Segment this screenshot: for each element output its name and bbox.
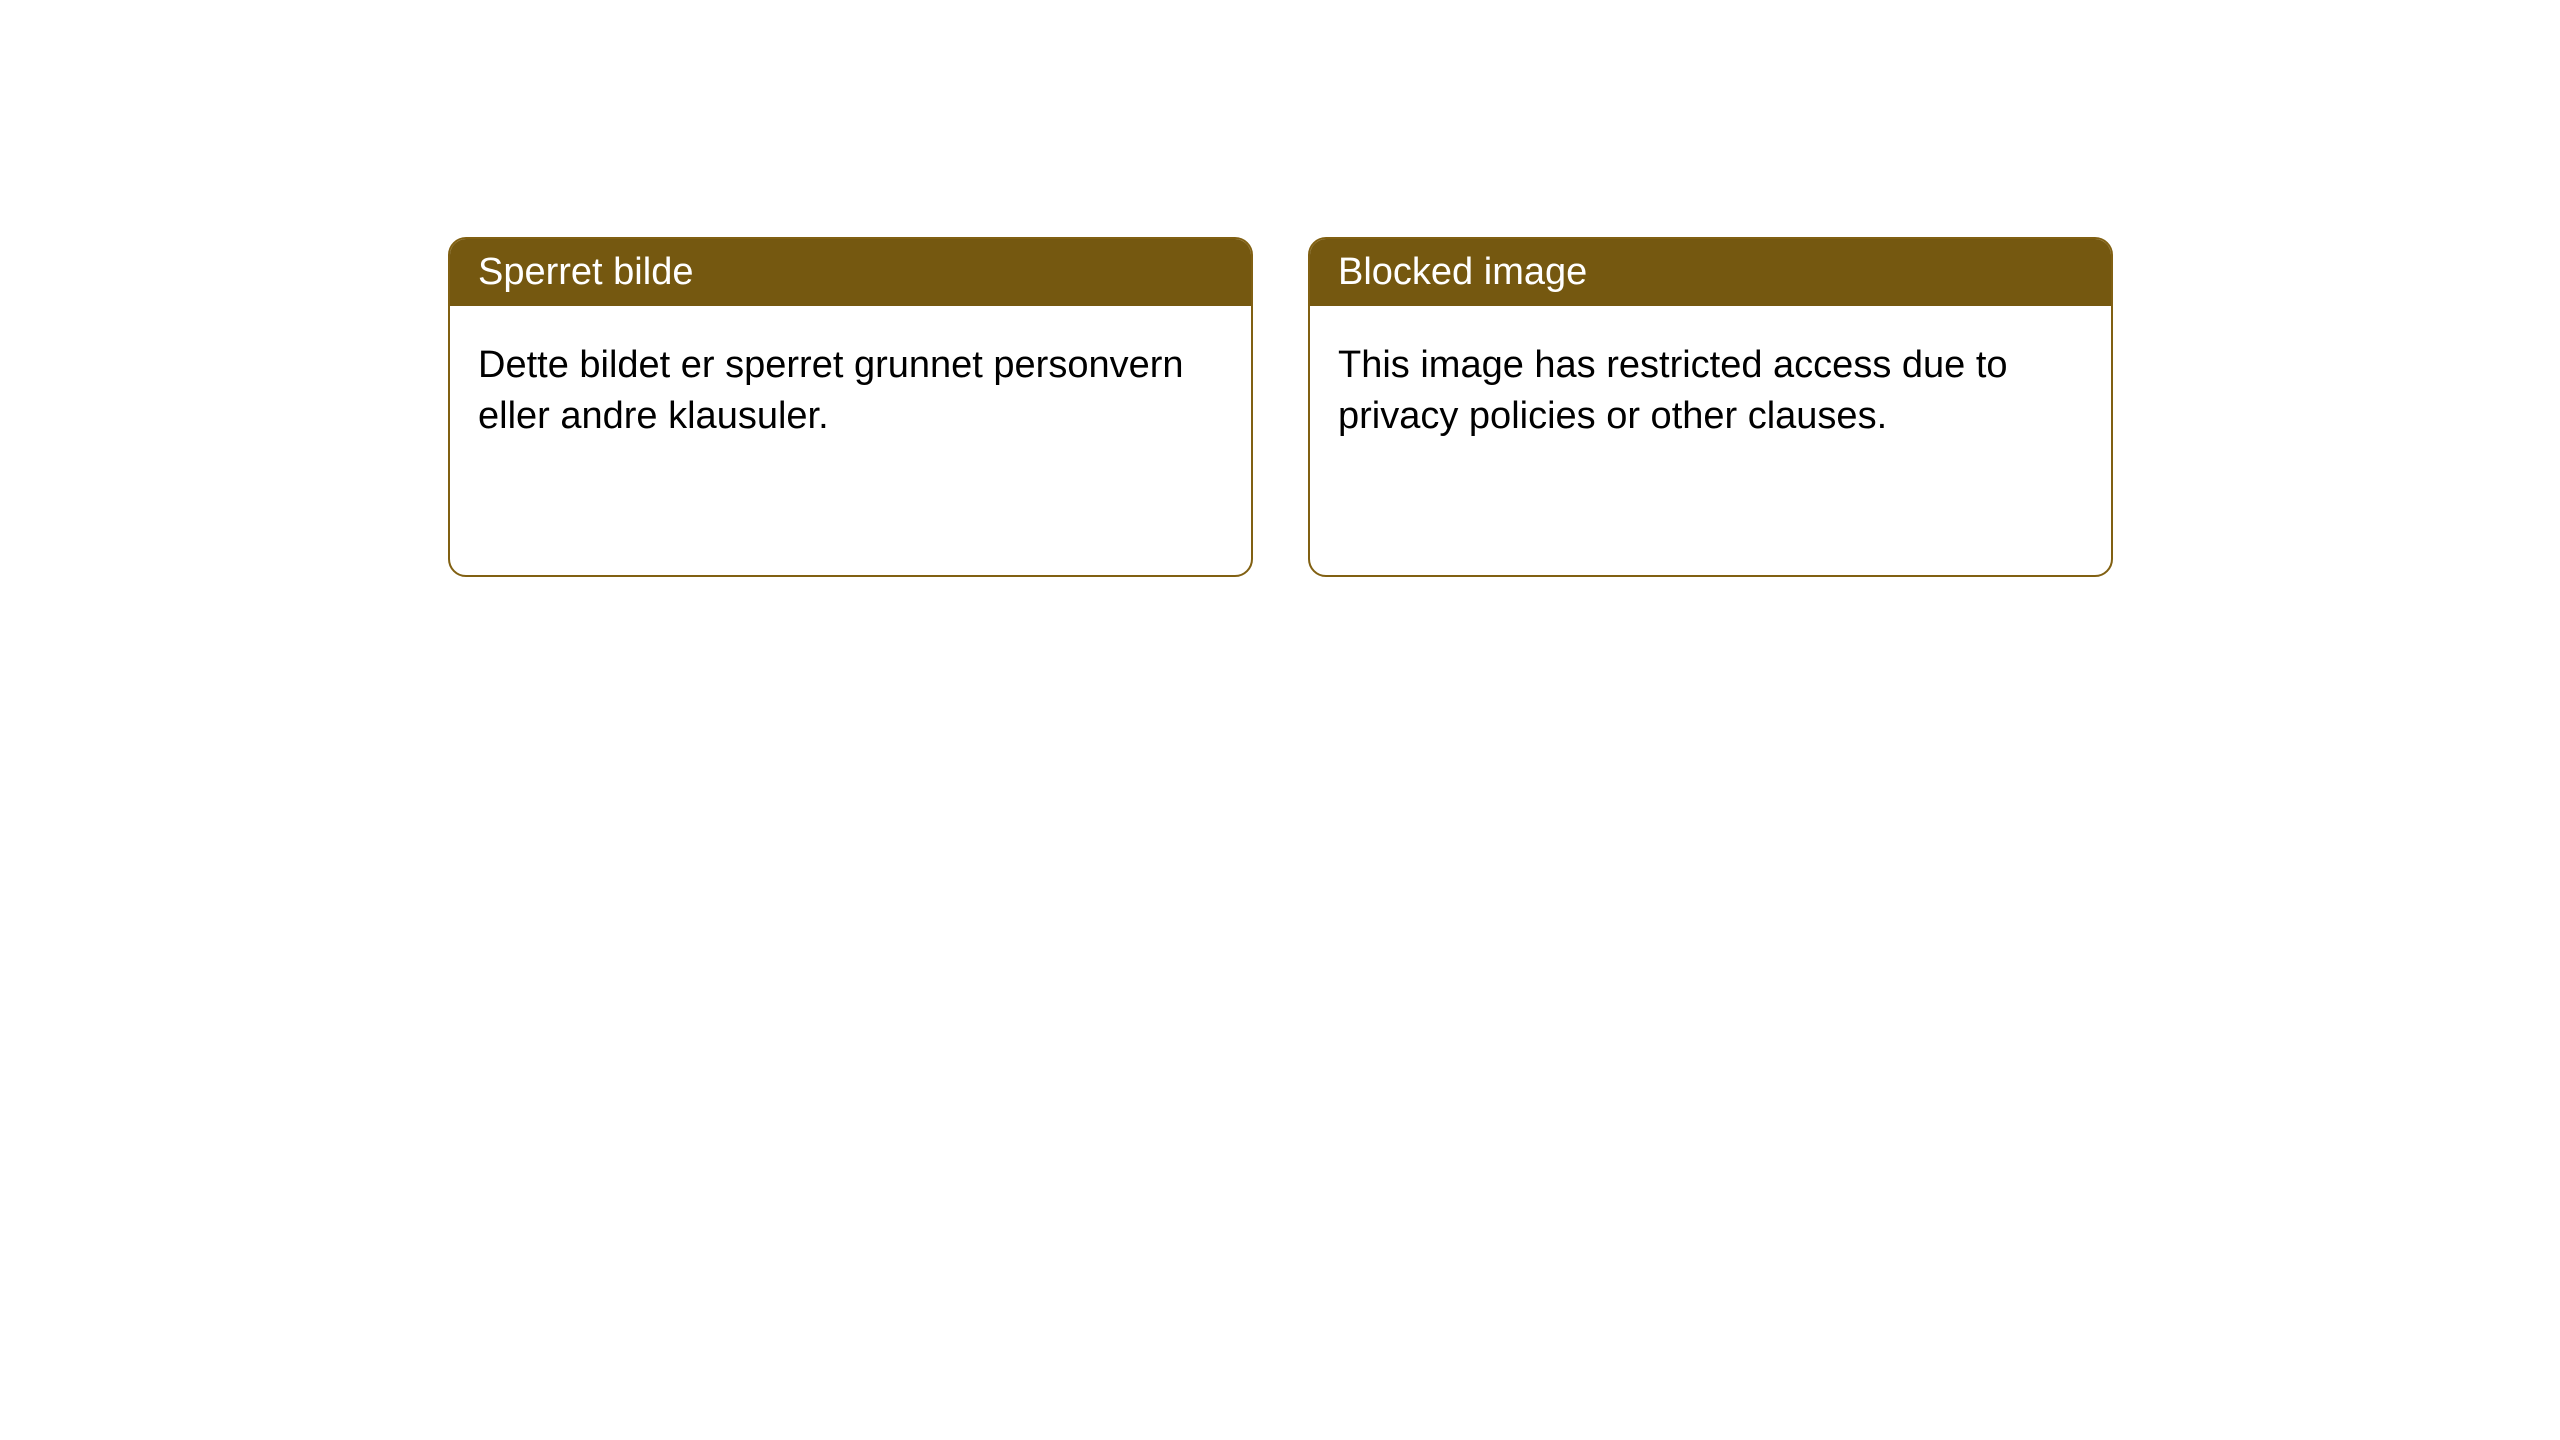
notice-title-no: Sperret bilde (450, 239, 1251, 306)
notice-body-en: This image has restricted access due to … (1310, 306, 2111, 477)
notice-container: Sperret bilde Dette bildet er sperret gr… (448, 237, 2113, 577)
notice-body-no: Dette bildet er sperret grunnet personve… (450, 306, 1251, 477)
notice-card-en: Blocked image This image has restricted … (1308, 237, 2113, 577)
notice-title-en: Blocked image (1310, 239, 2111, 306)
notice-card-no: Sperret bilde Dette bildet er sperret gr… (448, 237, 1253, 577)
